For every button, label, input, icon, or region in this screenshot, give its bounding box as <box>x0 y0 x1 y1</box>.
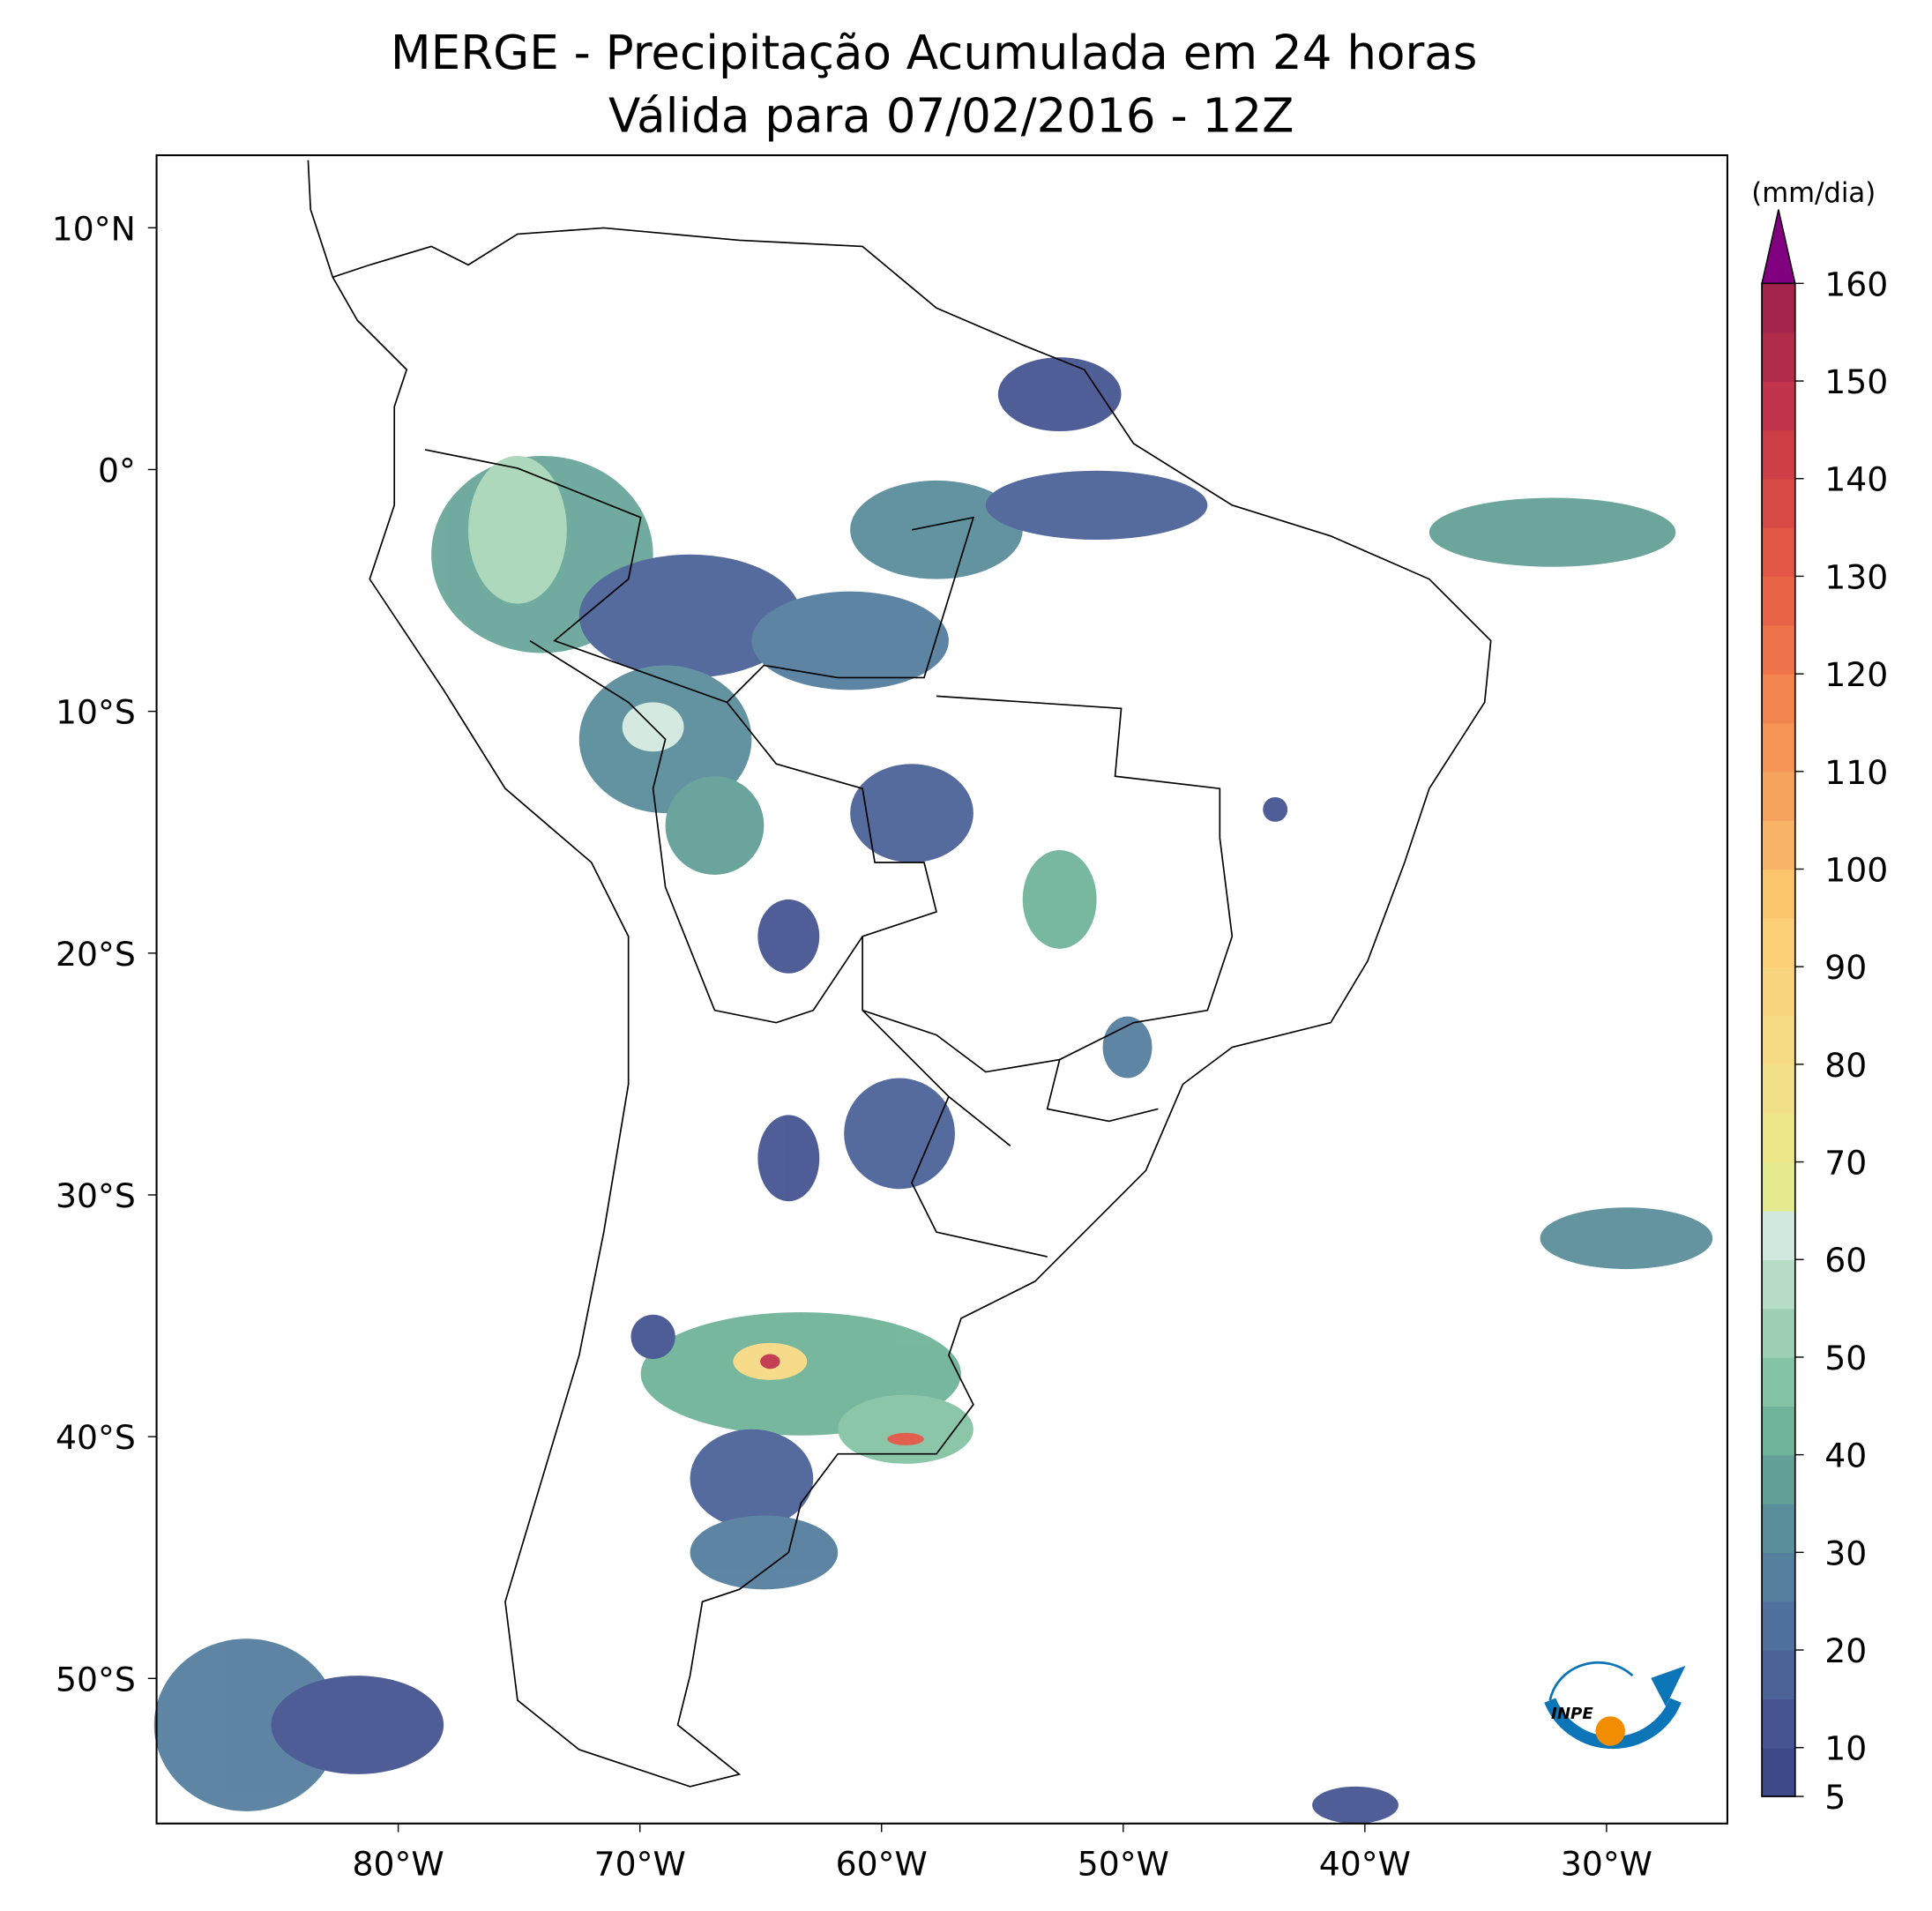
colorbar-tick-label: 50 <box>1824 1339 1867 1377</box>
colorbar-tick-label: 110 <box>1824 753 1888 792</box>
colorbar-tick-label: 90 <box>1824 948 1867 987</box>
logo-text: INPE <box>1551 1705 1593 1723</box>
y-tick-label: 10°N <box>52 209 136 248</box>
colorbar-label: (mm/dia) <box>1751 177 1876 209</box>
colorbar-segment <box>1762 1601 1795 1651</box>
x-tick-label: 30°W <box>1561 1844 1652 1883</box>
colorbar-frame <box>1761 282 1796 1797</box>
colorbar-segment <box>1762 1454 1795 1504</box>
colorbar-segment <box>1762 1113 1795 1163</box>
logo: INPE <box>1544 1661 1686 1750</box>
colorbar-segment <box>1762 576 1795 626</box>
chart-subtitle: Válida para 07/02/2016 - 12Z <box>608 88 1294 143</box>
colorbar-segment <box>1762 381 1795 431</box>
colorbar-segment <box>1762 478 1795 528</box>
map-frame <box>155 153 1728 1825</box>
colorbar-segment <box>1762 1015 1795 1065</box>
colorbar-tick-label: 60 <box>1824 1241 1867 1280</box>
colorbar-segment <box>1762 1650 1795 1700</box>
colorbar-segment <box>1762 1503 1795 1554</box>
colorbar-segment <box>1762 283 1795 333</box>
x-tick-label: 80°W <box>353 1844 444 1883</box>
colorbar-tick-label: 140 <box>1824 460 1888 499</box>
colorbar-tick-label: 30 <box>1824 1534 1867 1572</box>
colorbar-segment <box>1762 820 1795 870</box>
colorbar-tick-label: 130 <box>1824 557 1888 596</box>
x-tick-label: 60°W <box>836 1844 928 1883</box>
colorbar-tick-label: 20 <box>1824 1631 1867 1670</box>
colorbar-tick-label: 5 <box>1824 1778 1846 1817</box>
colorbar-tick-label: 160 <box>1824 265 1888 303</box>
colorbar-segment <box>1762 527 1795 578</box>
chart-title: MERGE - Precipitação Acumulada em 24 hor… <box>391 26 1478 80</box>
colorbar-tick-label: 70 <box>1824 1144 1867 1183</box>
colorbar-segment <box>1762 917 1795 967</box>
colorbar-tick-label: 150 <box>1824 362 1888 401</box>
colorbar-segment <box>1762 1161 1795 1212</box>
colorbar-segment <box>1762 771 1795 821</box>
y-tick-label: 20°S <box>56 935 136 974</box>
colorbar-segment <box>1762 624 1795 675</box>
y-tick-label: 10°S <box>56 693 136 732</box>
x-tick-label: 70°W <box>594 1844 686 1883</box>
coastline <box>307 160 1492 1788</box>
colorbar-segment <box>1762 869 1795 919</box>
colorbar-segment <box>1762 1064 1795 1114</box>
colorbar-segment <box>1762 1698 1795 1749</box>
colorbar-segment <box>1762 674 1795 724</box>
colorbar-segment <box>1762 332 1795 382</box>
colorbar-segment <box>1762 1356 1795 1407</box>
x-tick-label: 50°W <box>1078 1844 1169 1883</box>
colorbar-tick-label: 40 <box>1824 1437 1867 1475</box>
colorbar-segment <box>1762 1308 1795 1358</box>
colorbar-segment <box>1762 1552 1795 1602</box>
y-tick-label: 40°S <box>56 1418 136 1457</box>
colorbar-segment <box>1762 1259 1795 1310</box>
colorbar-segment <box>1762 1747 1795 1797</box>
colorbar-segment <box>1762 967 1795 1017</box>
x-tick-label: 40°W <box>1319 1844 1411 1883</box>
colorbar-tick-label: 80 <box>1824 1046 1867 1085</box>
colorbar-segment <box>1762 722 1795 773</box>
y-tick-label: 50°S <box>56 1660 136 1698</box>
colorbar-segment <box>1762 1406 1795 1456</box>
y-tick-label: 30°S <box>56 1176 136 1215</box>
colorbar-tick-label: 100 <box>1824 850 1888 889</box>
precipitation-field <box>153 357 1713 1824</box>
colorbar-tick-label: 120 <box>1824 655 1888 694</box>
colorbar-extension <box>1761 209 1796 285</box>
colorbar-tick-label: 10 <box>1824 1729 1867 1768</box>
colorbar-segment <box>1762 1210 1795 1260</box>
colorbar-segment <box>1762 429 1795 480</box>
y-tick-label: 0° <box>98 451 136 489</box>
